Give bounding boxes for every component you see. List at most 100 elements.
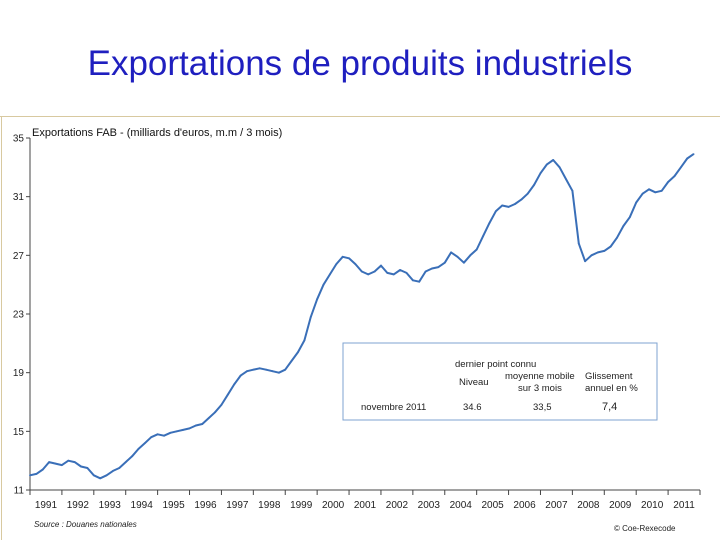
data-point [35,473,38,475]
data-point [546,163,548,166]
data-point [526,192,529,195]
data-point [150,436,153,439]
data-point [61,464,63,466]
data-point [667,181,669,183]
data-point [577,242,580,245]
data-point [278,371,280,374]
data-point [380,264,382,267]
data-point [488,222,491,225]
data-point [207,417,210,419]
data-point [246,370,248,373]
y-tick-label: 31 [13,192,25,203]
data-point [571,189,574,192]
y-axis: 35 31 27 23 19 15 11 [13,134,31,497]
data-point [584,260,586,263]
annotation-box-frame [342,342,658,421]
data-point [514,203,516,205]
x-tick-label: 2002 [386,500,409,511]
data-point [29,474,31,477]
data-point [367,273,370,276]
data-point [494,210,497,213]
x-tick-label: 1993 [99,500,122,511]
y-tick-label: 35 [13,134,25,145]
x-axis: 1991 1992 1993 1994 1995 1996 1997 1998 1999 2000… [29,489,701,511]
annotation-col1-header: Niveau [459,377,489,388]
data-point [297,351,299,353]
data-point [258,367,261,370]
data-point [437,266,440,268]
y-tick-label: 11 [14,486,25,497]
data-point [335,263,338,265]
x-tick-label: 2010 [641,500,664,511]
x-tick-label: 1995 [162,500,185,511]
data-point [322,283,325,286]
data-point [201,423,204,425]
data-point [303,339,306,342]
data-point [412,279,414,282]
x-tick-label: 2005 [481,500,504,511]
x-tick-label: 1998 [258,500,281,511]
data-point [405,272,408,274]
data-point [175,430,178,433]
data-point [622,225,625,227]
data-point [226,393,229,396]
y-tick-label: 23 [13,310,25,321]
data-point [648,188,650,191]
data-point [501,204,504,207]
data-point [597,251,599,254]
data-point [86,467,89,469]
x-tick-label: 2006 [513,500,536,511]
page-title: Exportations de produits industriels [87,44,633,83]
data-point [373,270,376,273]
data-point [348,257,350,260]
data-point [67,459,70,462]
data-point [188,427,191,430]
data-point [609,245,612,248]
data-point [552,159,555,161]
credit-note: © Coe-Rexecode [614,524,676,533]
data-point [341,255,344,258]
data-point [469,254,472,257]
x-tick-label: 2000 [322,500,345,511]
annotation-box: dernier point connu Niveau moyenne mobil… [342,342,658,421]
data-point [290,360,293,362]
source-note: Source : Douanes nationales [34,520,137,529]
annotation-col2-header-1: moyenne mobile [505,371,575,382]
data-point [424,270,427,273]
data-point [456,255,459,258]
x-tick-label: 1997 [226,500,249,511]
data-point [482,235,484,238]
data-point [590,254,593,257]
data-point [418,280,421,283]
x-tick-label: 2007 [545,500,568,511]
data-point [392,273,395,276]
x-tick-label: 2009 [609,500,632,511]
data-point [41,468,44,471]
x-tick-label: 1992 [67,500,90,511]
data-point [386,272,389,274]
data-point [603,250,606,252]
data-point [673,175,676,178]
data-point [131,455,134,458]
data-point [239,374,242,377]
data-point [360,270,363,273]
data-point [539,172,542,175]
data-point [73,461,76,463]
data-point [533,184,535,186]
data-point [220,404,223,406]
series-line-exportations [29,153,695,480]
data-point [475,248,478,251]
x-tick-label: 1991 [35,500,58,511]
data-point [54,462,57,465]
data-point [271,370,274,373]
data-point [233,383,236,386]
data-point [316,298,318,301]
data-point [195,424,197,427]
x-tick-label: 2011 [673,500,695,511]
data-point [692,153,695,156]
data-point [156,433,159,436]
x-tick-label: 2004 [450,500,473,511]
data-point [507,206,510,208]
data-point [565,178,567,181]
annotation-glissement: 7,4 [602,401,617,413]
